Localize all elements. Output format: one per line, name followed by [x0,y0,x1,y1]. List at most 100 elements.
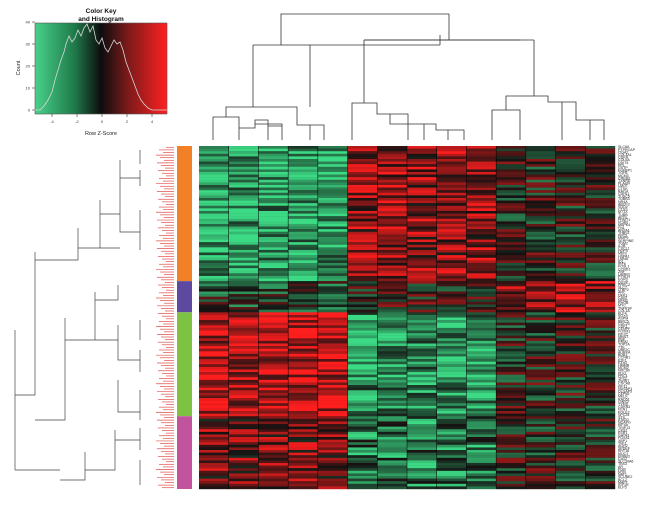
heatmap-cell [436,387,467,391]
heatmap-cell [347,403,378,407]
row-label: CA12 [618,457,627,461]
heatmap-cell [496,351,527,355]
heatmap-cell [288,210,319,214]
heatmap-cell [288,369,319,373]
heatmap-cell [525,463,556,466]
heatmap-cell [288,426,319,430]
heatmap-cell [199,239,229,243]
heatmap-cell [199,291,229,295]
heatmap-cell [228,353,259,357]
heatmap-cell [317,213,348,217]
heatmap-cell [555,200,586,204]
heatmap-cell [525,444,556,448]
heatmap-cell [407,195,437,199]
heatmap-cell [377,426,408,430]
heatmap-cell [525,270,556,274]
heatmap-cell [317,429,348,433]
heatmap-cell [258,340,289,344]
heatmap-cell [317,476,348,479]
row-label: IRF6 [618,262,626,266]
heatmap-cell [407,444,437,448]
heatmap-cell [288,385,319,388]
heatmap-cell [436,359,467,362]
heatmap-cell [377,286,408,290]
heatmap-cell [347,369,378,373]
heatmap-cell [258,483,289,487]
heatmap-cell [377,442,408,446]
heatmap-cell [228,309,259,313]
heatmap-cell [347,171,378,175]
heatmap-cell [407,255,437,258]
heatmap-cell [288,444,319,448]
heatmap-cell [317,179,348,183]
heatmap-cell [436,408,467,412]
heatmap-cell [585,346,616,349]
row-label: SPC25 [618,413,629,417]
heatmap-cell [377,382,408,386]
heatmap-cell [347,335,378,339]
heatmap-cell [377,275,408,279]
heatmap-cell [585,473,616,477]
heatmap-cell [347,434,378,438]
heatmap-cell [377,335,408,339]
heatmap-cell [496,304,527,308]
heatmap-cell [288,187,319,191]
heatmap-cell [496,294,527,297]
heatmap-cell [407,156,437,160]
heatmap-cell [377,192,408,196]
heatmap-cell [555,322,586,326]
heatmap-cell [258,434,289,438]
heatmap-cell [288,307,319,310]
heatmap-cell [347,385,378,388]
heatmap-cell [317,431,348,435]
heatmap-cell [585,481,616,485]
heatmap-cell [228,385,259,388]
heatmap-cell [258,325,289,329]
heatmap-cell [258,275,289,279]
row-label: CCNB1 [618,356,630,360]
heatmap-cell [377,301,408,305]
heatmap-cell [466,262,497,266]
heatmap-cell [228,294,259,297]
heatmap-cell [199,273,229,277]
row-label: PBK [618,337,626,341]
heatmap-cell [347,275,378,279]
heatmap-cell [199,320,229,323]
heatmap-cell [555,174,586,178]
heatmap-cell [496,151,527,154]
heatmap-cell [377,255,408,258]
heatmap-cell [288,403,319,407]
heatmap-cell [258,372,289,375]
heatmap-cell [496,437,527,440]
heatmap-cell [317,221,348,225]
heatmap-cell [317,161,348,165]
heatmap-cell [525,231,556,235]
heatmap-cell [555,359,586,362]
heatmap-cell [199,236,229,240]
heatmap-cell [407,411,437,414]
heatmap-cell [288,421,319,425]
heatmap-cell [317,327,348,331]
heatmap-cell [199,359,229,362]
row-label: LTBP2 [618,288,629,292]
heatmap-cell [466,283,497,287]
heatmap-cell [436,478,467,482]
heatmap-cell [377,385,408,388]
heatmap-cell [258,408,289,412]
heatmap-cell [496,379,527,383]
heatmap-cell [466,200,497,204]
heatmap-cell [496,260,527,264]
heatmap-cell [258,452,289,456]
heatmap-cell [199,158,229,162]
heatmap-cell [258,322,289,326]
heatmap-cell [466,291,497,295]
heatmap-cell [525,364,556,368]
row-label: IGF1R [618,483,629,487]
heatmap-cell [258,385,289,388]
heatmap-cell [228,366,259,370]
heatmap-cell [347,265,378,269]
heatmap-cell [347,174,378,178]
heatmap-cell [585,234,616,238]
row-label: MKI67 [618,335,628,339]
heatmap-cell [317,231,348,235]
